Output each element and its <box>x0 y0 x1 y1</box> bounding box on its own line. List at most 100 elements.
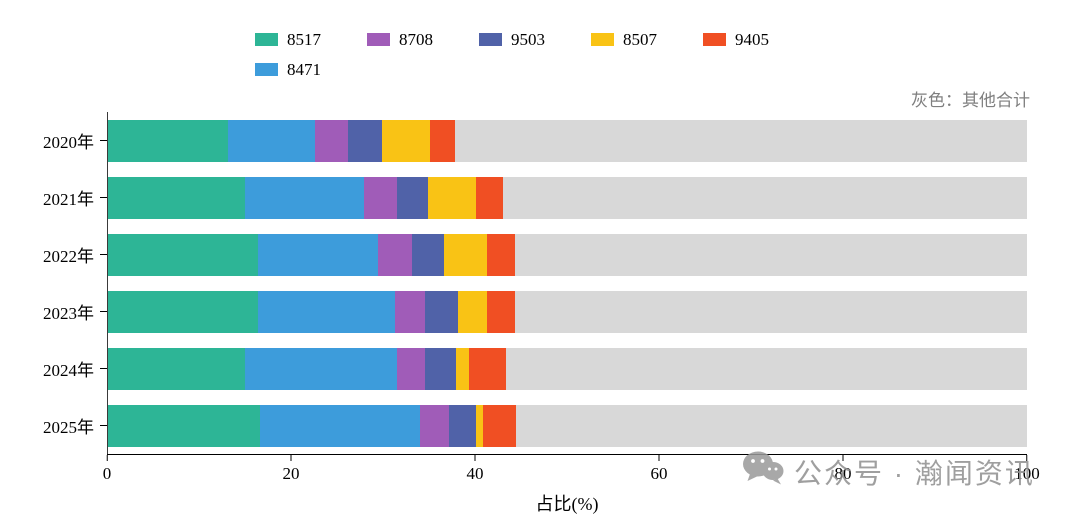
legend-item-8507: 8507 <box>591 31 657 48</box>
y-tick-mark <box>100 424 107 427</box>
y-axis-label: 2021年 <box>43 190 94 209</box>
legend-swatch <box>591 32 614 46</box>
y-axis-label: 2024年 <box>43 361 94 380</box>
plot-rows: 2020年 2021年 2022年 2023年 2024年 2025年 <box>0 112 1080 454</box>
legend-item-8471: 8471 <box>255 61 321 78</box>
wechat-icon <box>742 450 784 493</box>
y-axis-spine <box>107 112 108 454</box>
gray-note: 灰色：其他合计 <box>911 91 1030 110</box>
bar-segment-8708 <box>396 347 426 390</box>
bar-segment-9405 <box>483 404 517 447</box>
bar-segment-8471 <box>257 290 395 333</box>
legend-label: 8507 <box>623 29 657 49</box>
legend-label: 8708 <box>399 29 433 49</box>
bar-segment-9503 <box>348 119 383 162</box>
bar-segment-8507 <box>428 176 476 219</box>
bar-segment-8517 <box>107 290 258 333</box>
bar-segment-8708 <box>363 176 397 219</box>
legend-swatch <box>255 62 278 76</box>
bar-segment-9405 <box>486 290 516 333</box>
legend-swatch <box>703 32 726 46</box>
legend-row-1: 8517 8708 9503 8507 9405 <box>255 24 769 54</box>
legend-item-9405: 9405 <box>703 31 769 48</box>
bar-row: 2025年 <box>0 397 1080 454</box>
x-tick-label: 60 <box>650 464 668 483</box>
x-tick-label: 0 <box>102 464 112 483</box>
watermark-text: 公众号 · 瀚闻资讯 <box>794 457 1035 489</box>
bar-segment-8471 <box>259 404 420 447</box>
bar-segment-8471 <box>257 233 379 276</box>
legend-label: 9405 <box>735 29 769 49</box>
bar-segment-8507 <box>443 233 487 276</box>
y-tick-mark <box>100 253 107 256</box>
x-tick-mark <box>842 455 844 461</box>
bar-segment-8708 <box>394 290 426 333</box>
bar-row: 2020年 <box>0 112 1080 169</box>
legend-swatch <box>255 32 278 46</box>
y-axis-label: 2020年 <box>43 133 94 152</box>
y-tick-mark <box>100 139 107 142</box>
legend: 8517 8708 9503 8507 9405 8471 <box>255 24 769 84</box>
bar-track-other <box>107 290 1027 333</box>
bar-track-other <box>107 347 1027 390</box>
bar-segment-8507 <box>457 290 487 333</box>
legend-row-2: 8471 <box>255 54 769 84</box>
y-tick-mark <box>100 196 107 199</box>
bar-segment-9405 <box>475 176 504 219</box>
watermark: 公众号 · 瀚闻资讯 <box>742 450 1035 493</box>
bar-segment-9405 <box>486 233 515 276</box>
bar-segment-9503 <box>425 347 456 390</box>
x-tick: 80 <box>835 455 852 484</box>
x-axis: 0 20 40 60 80 100 <box>103 454 1040 483</box>
bar-segment-8471 <box>245 176 364 219</box>
legend-item-8708: 8708 <box>367 31 433 48</box>
x-tick-mark <box>474 455 476 461</box>
bar-row: 2022年 <box>0 226 1080 283</box>
bar-segment-9503 <box>396 176 429 219</box>
legend-swatch <box>479 32 502 46</box>
x-tick: 20 <box>283 455 300 484</box>
x-tick: 100 <box>1014 455 1040 484</box>
x-tick-mark <box>658 455 660 461</box>
bar-segment-8517 <box>107 347 245 390</box>
x-tick-mark <box>290 455 292 461</box>
x-tick-label: 80 <box>834 464 852 483</box>
y-tick-mark <box>100 367 107 370</box>
bar-segment-8708 <box>314 119 349 162</box>
bar-segment-8517 <box>107 119 229 162</box>
bar-segment-9503 <box>425 290 458 333</box>
x-tick: 40 <box>467 455 484 484</box>
bar-segment-9503 <box>449 404 476 447</box>
bar-segment-8507 <box>382 119 430 162</box>
x-axis-title: 占比(%) <box>535 494 599 514</box>
bar-segment-8471 <box>228 119 315 162</box>
legend-item-9503: 9503 <box>479 31 545 48</box>
x-tick-mark <box>1026 455 1028 461</box>
x-tick-label: 100 <box>1014 464 1040 483</box>
x-tick-mark <box>106 455 108 461</box>
y-tick-mark <box>100 310 107 313</box>
legend-label: 8517 <box>287 29 321 49</box>
bar-segment-8517 <box>107 176 245 219</box>
bar-track-other <box>107 404 1027 447</box>
x-tick-label: 40 <box>466 464 484 483</box>
bar-track-other <box>107 119 1027 162</box>
x-tick: 0 <box>102 455 112 484</box>
bar-row: 2021年 <box>0 169 1080 226</box>
y-axis-label: 2022年 <box>43 247 94 266</box>
bar-track-other <box>107 176 1027 219</box>
legend-label: 9503 <box>511 29 545 49</box>
x-tick-label: 20 <box>282 464 300 483</box>
bar-segment-9405 <box>469 347 507 390</box>
y-axis-label: 2025年 <box>43 418 94 437</box>
bar-row: 2023年 <box>0 283 1080 340</box>
bar-segment-9405 <box>429 119 455 162</box>
y-axis-label: 2023年 <box>43 304 94 323</box>
legend-swatch <box>367 32 390 46</box>
bar-segment-8708 <box>378 233 413 276</box>
bar-segment-8517 <box>107 233 258 276</box>
legend-label: 8471 <box>287 59 321 79</box>
bar-segment-8507 <box>455 347 470 390</box>
bar-segment-8507 <box>475 404 484 447</box>
